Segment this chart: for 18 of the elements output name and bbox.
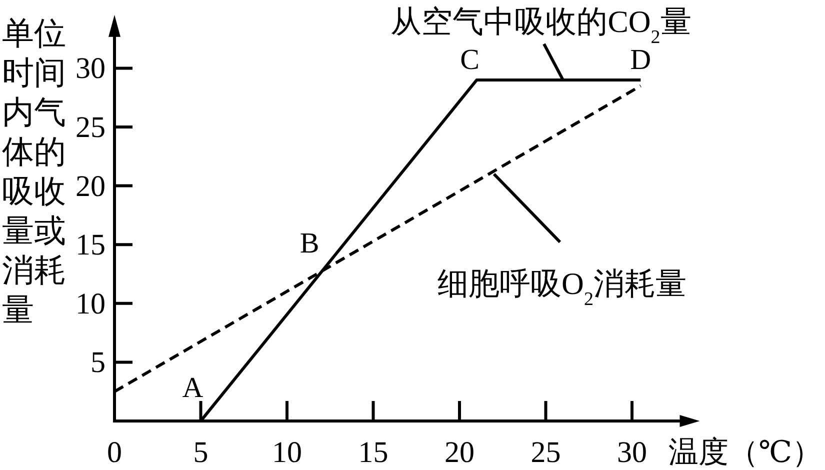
y-tick-label: 30	[76, 52, 106, 86]
y-tick-label: 10	[76, 287, 106, 320]
x-tick-label: 20	[444, 436, 474, 469]
x-tick-label: 25	[530, 436, 561, 469]
x-tick-label: 30	[617, 436, 647, 469]
annotation: 细胞呼吸O$_{2}$消耗量	[438, 266, 686, 310]
y-axis-title: 单位时间内气体的吸收量或消耗量	[2, 15, 66, 328]
x-tick-label: 15	[358, 436, 388, 469]
annotation: A	[182, 372, 204, 404]
y-tick-label: 25	[76, 111, 106, 144]
y-tick-label: 20	[76, 170, 106, 203]
x-tick-label: 5	[193, 436, 208, 469]
y-tick-label: 15	[76, 228, 106, 262]
annotation: B	[300, 227, 320, 260]
x-tick-label: 10	[272, 436, 302, 469]
x-tick-label: 0	[107, 436, 122, 469]
y-tick-label: 5	[90, 346, 106, 380]
x-axis-title: 温度（℃）	[668, 436, 822, 469]
